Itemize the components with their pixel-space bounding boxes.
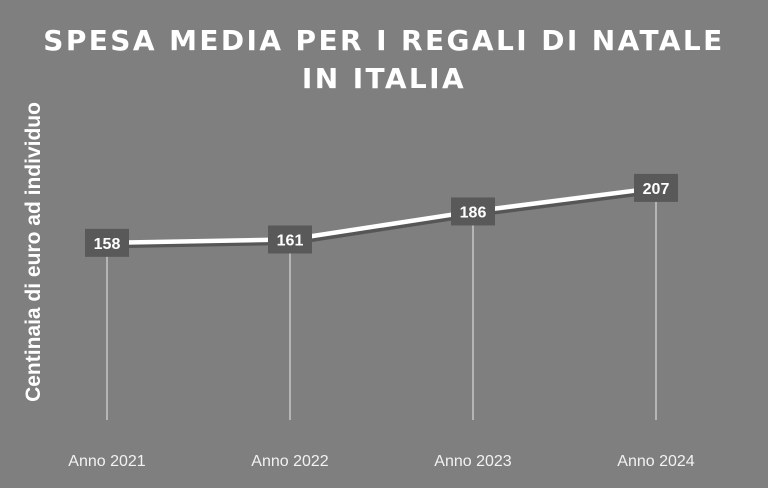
x-tick-label-4: Anno 2024 xyxy=(617,453,695,470)
x-tick-label-2: Anno 2022 xyxy=(251,453,329,470)
data-label-3: 186 xyxy=(460,204,487,221)
series-line-group xyxy=(106,185,659,249)
y-axis-label: Centinaia di euro ad individuo xyxy=(22,102,45,402)
data-label-box-2 xyxy=(268,225,312,254)
x-tick-label-1: Anno 2021 xyxy=(68,453,146,470)
data-label-4: 207 xyxy=(643,181,670,198)
drop-lines xyxy=(106,187,657,420)
chart-title-line-2: IN ITALIA xyxy=(302,62,466,95)
data-label-box-1 xyxy=(85,228,129,257)
x-tick-label-3: Anno 2023 xyxy=(434,453,512,470)
data-label-box-3 xyxy=(451,197,495,226)
chart-title-line-1: SPESA MEDIA PER I REGALI DI NATALE xyxy=(43,24,724,57)
data-label-2: 161 xyxy=(277,232,304,249)
data-labels: 158 161 186 207 xyxy=(85,173,678,257)
series-line xyxy=(106,185,657,246)
data-label-1: 158 xyxy=(94,236,121,253)
series-line-shadow xyxy=(108,188,659,249)
data-label-box-4 xyxy=(634,173,678,202)
x-axis-ticks: Anno 2021 Anno 2022 Anno 2023 Anno 2024 xyxy=(68,453,695,470)
